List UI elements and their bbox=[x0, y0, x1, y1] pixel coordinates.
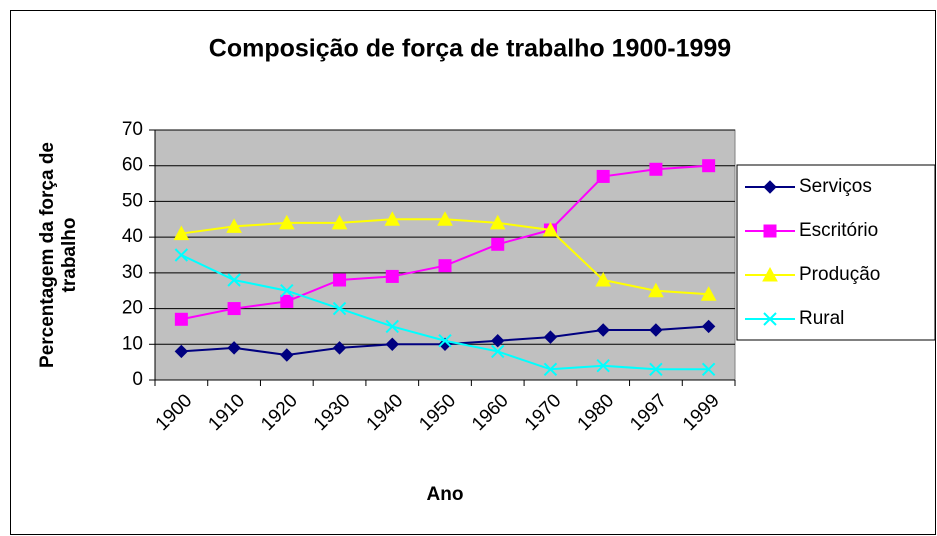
marker bbox=[700, 286, 717, 301]
legend-marker bbox=[763, 180, 777, 194]
marker bbox=[385, 319, 399, 334]
marker bbox=[701, 319, 716, 334]
marker bbox=[173, 225, 190, 241]
x-axis-label: Ano bbox=[427, 484, 464, 505]
marker bbox=[649, 362, 663, 376]
legend bbox=[736, 164, 936, 341]
marker bbox=[385, 269, 399, 283]
marker bbox=[227, 302, 241, 316]
legend-marker bbox=[762, 266, 778, 282]
y-tick-label: 40 bbox=[122, 226, 143, 247]
y-axis-label: Percentagem da força de trabalho bbox=[37, 142, 80, 368]
y-tick-label: 20 bbox=[122, 298, 143, 319]
y-axis-label-line: trabalho bbox=[59, 218, 80, 293]
legend-label: Escritório bbox=[799, 220, 878, 241]
marker bbox=[280, 348, 294, 362]
marker bbox=[648, 282, 664, 298]
chart-title: Composição de força de trabalho 1900-199… bbox=[209, 35, 731, 63]
marker bbox=[333, 273, 347, 287]
marker bbox=[438, 334, 452, 348]
marker bbox=[542, 221, 559, 237]
y-tick-label: 60 bbox=[122, 155, 143, 176]
marker bbox=[543, 362, 558, 376]
y-tick-label: 10 bbox=[122, 333, 143, 354]
marker bbox=[702, 159, 716, 173]
marker bbox=[649, 323, 663, 337]
marker bbox=[596, 323, 610, 337]
y-tick-label: 50 bbox=[122, 190, 143, 211]
marker bbox=[174, 344, 189, 359]
marker bbox=[227, 273, 241, 287]
marker bbox=[385, 337, 399, 351]
marker bbox=[280, 284, 294, 298]
legend-label: Produção bbox=[799, 264, 880, 285]
marker bbox=[701, 362, 716, 376]
marker bbox=[596, 359, 610, 373]
marker bbox=[174, 312, 188, 326]
marker bbox=[384, 211, 401, 226]
legend-label: Serviços bbox=[799, 176, 872, 197]
marker bbox=[227, 341, 241, 355]
legend-marker bbox=[763, 224, 777, 238]
marker bbox=[491, 334, 505, 348]
marker bbox=[489, 214, 506, 230]
marker bbox=[332, 341, 347, 355]
legend-marker bbox=[763, 312, 777, 326]
y-tick-label: 30 bbox=[122, 262, 143, 283]
marker bbox=[226, 218, 242, 233]
marker bbox=[595, 271, 612, 287]
marker bbox=[280, 294, 294, 308]
marker bbox=[649, 162, 663, 176]
marker bbox=[438, 259, 452, 273]
marker bbox=[332, 301, 347, 316]
marker bbox=[174, 248, 189, 262]
marker bbox=[491, 237, 505, 251]
marker bbox=[437, 211, 453, 226]
legend-label: Rural bbox=[799, 308, 844, 329]
y-tick-label: 70 bbox=[122, 119, 143, 140]
y-axis-label-line: Percentagem da força de bbox=[37, 142, 58, 368]
marker bbox=[491, 344, 505, 359]
marker bbox=[278, 214, 295, 230]
y-tick-label: 0 bbox=[132, 369, 143, 390]
marker bbox=[543, 330, 558, 344]
marker bbox=[596, 169, 610, 183]
marker bbox=[331, 214, 348, 230]
